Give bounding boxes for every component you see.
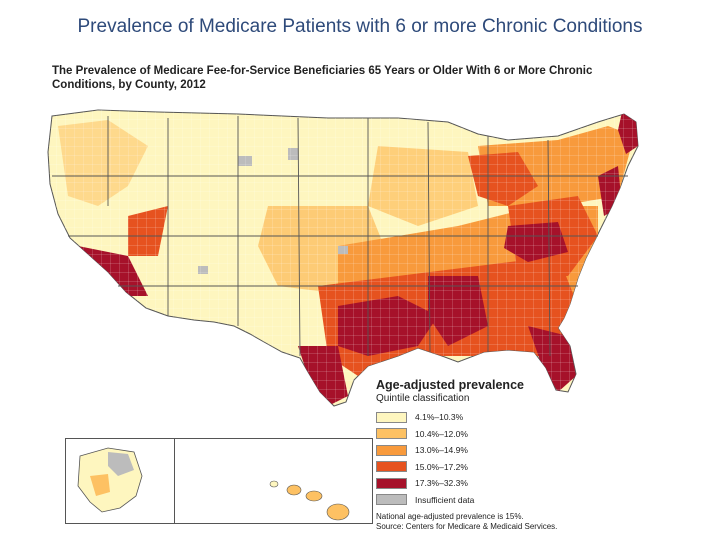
- alaska-orange: [90, 474, 110, 496]
- legend-item: 4.1%–10.3%: [376, 409, 646, 426]
- legend-label: 13.0%–14.9%: [415, 445, 468, 456]
- legend-label: 17.3%–32.3%: [415, 478, 468, 489]
- legend-swatch: [376, 428, 407, 440]
- legend-item: Insufficient data: [376, 492, 646, 509]
- map-figure: The Prevalence of Medicare Fee-for-Servi…: [38, 56, 662, 532]
- legend-swatch: [376, 494, 407, 506]
- legend-label: Insufficient data: [415, 494, 475, 505]
- alaska-gray: [108, 452, 134, 476]
- legend-swatch: [376, 411, 407, 423]
- us-county-map: [47, 109, 639, 521]
- legend-label: 4.1%–10.3%: [415, 412, 464, 423]
- legend-label: 15.0%–17.2%: [415, 461, 468, 472]
- legend-label: 10.4%–12.0%: [415, 428, 468, 439]
- hawaii-island: [286, 484, 302, 496]
- legend-swatch: [376, 444, 407, 456]
- inset-shapes: [77, 447, 350, 521]
- inset-divider: [174, 439, 175, 523]
- hawaii-island: [326, 503, 350, 521]
- legend-subtitle: Quintile classification: [376, 393, 470, 404]
- hawaii-island: [305, 490, 323, 502]
- map-title-line1: The Prevalence of Medicare Fee-for-Servi…: [52, 65, 593, 77]
- hawaii-island: [269, 480, 279, 488]
- legend-item: 15.0%–17.2%: [376, 459, 646, 476]
- alaska-hawaii-inset: [65, 438, 373, 524]
- legend-rows: 4.1%–10.3% 10.4%–12.0% 13.0%–14.9% 15.0%–17…: [376, 409, 646, 508]
- legend-item: 13.0%–14.9%: [376, 442, 646, 459]
- state-borders: [52, 116, 628, 357]
- map-title-line2: Conditions, by County, 2012: [52, 79, 206, 91]
- legend-swatch: [376, 461, 407, 473]
- legend-swatch: [376, 477, 407, 489]
- map-title: The Prevalence of Medicare Fee-for-Servi…: [52, 64, 652, 92]
- prevalence-regions: [48, 110, 638, 406]
- legend-title: Age-adjusted prevalence: [376, 378, 524, 392]
- legend-source: Source: Centers for Medicare & Medicaid …: [376, 522, 558, 531]
- legend-item: 10.4%–12.0%: [376, 426, 646, 443]
- legend-item: 17.3%–32.3%: [376, 475, 646, 492]
- legend: Age-adjusted prevalence Quintile classif…: [376, 378, 646, 531]
- slide-title: Prevalence of Medicare Patients with 6 o…: [77, 16, 643, 37]
- legend-national-note: National age-adjusted prevalence is 15%.: [376, 512, 524, 521]
